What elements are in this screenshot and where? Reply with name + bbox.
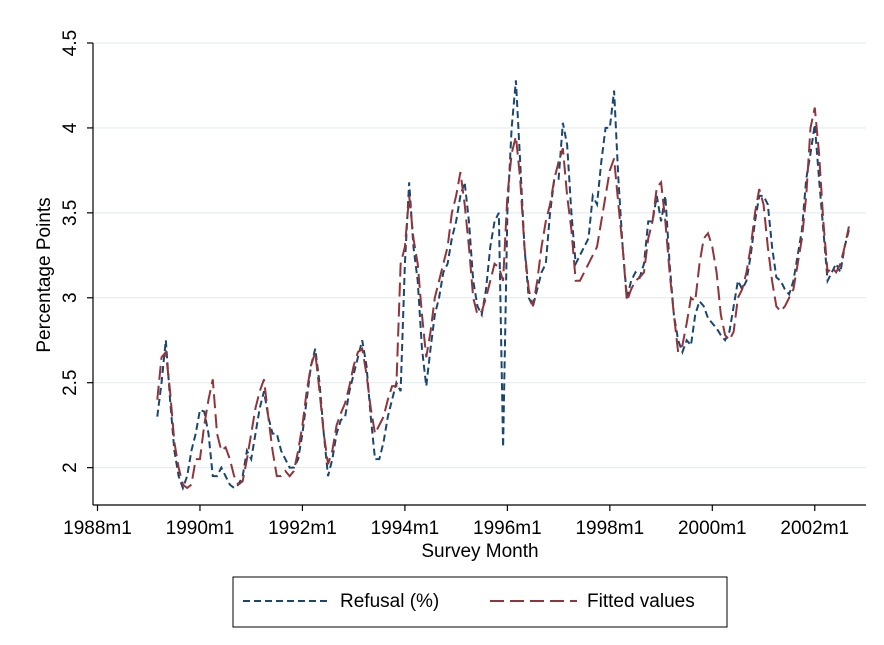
x-axis-title: Survey Month (421, 541, 538, 562)
y-axis-title: Percentage Points (34, 197, 55, 352)
y-tick-label: 3 (60, 292, 81, 303)
legend-label: Refusal (%) (340, 591, 439, 612)
y-tick-label: 4 (60, 122, 81, 133)
y-tick-label: 2 (60, 462, 81, 473)
y-tick-label: 4.5 (60, 30, 81, 56)
x-tick-label: 1990m1 (166, 518, 235, 539)
x-tick-label: 1996m1 (473, 518, 542, 539)
data-line (156, 107, 850, 490)
y-tick-label: 3.5 (60, 200, 81, 226)
x-tick-label: 2000m1 (678, 518, 747, 539)
data-line (156, 80, 850, 491)
legend-box (232, 576, 728, 628)
x-tick-label: 1992m1 (268, 518, 337, 539)
x-tick-label: 1998m1 (575, 518, 644, 539)
x-tick-label: 1994m1 (371, 518, 440, 539)
x-tick-label: 2002m1 (780, 518, 849, 539)
legend-label: Fitted values (587, 591, 695, 612)
x-tick-label: 1988m1 (63, 518, 132, 539)
y-tick-label: 2.5 (60, 369, 81, 395)
